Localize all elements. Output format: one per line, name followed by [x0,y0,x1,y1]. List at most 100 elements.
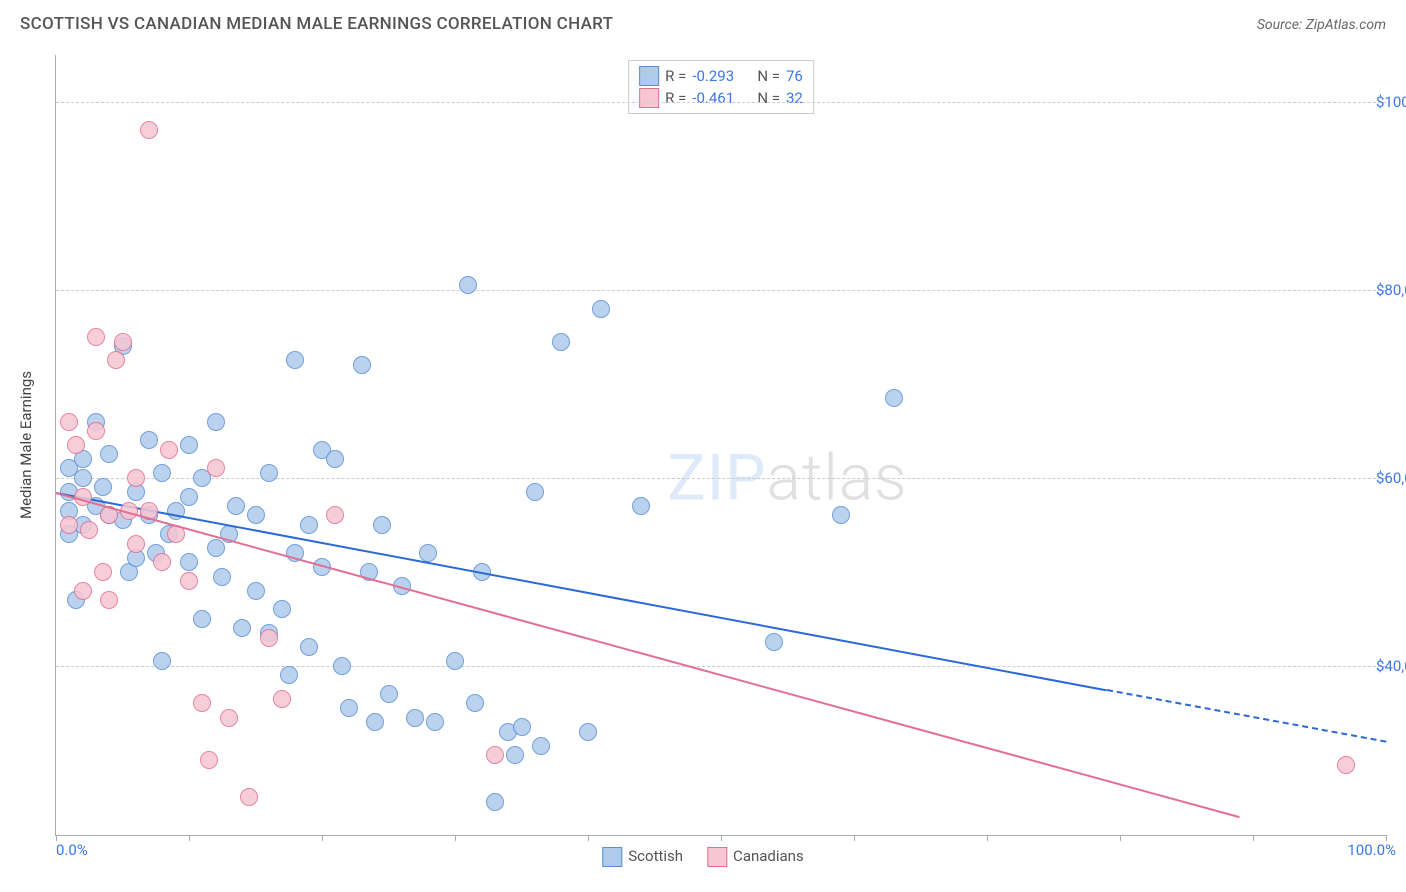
y-tick-label: $60,000 [1376,469,1406,487]
data-point [74,469,92,487]
data-point [765,633,783,651]
legend-swatch [639,88,659,108]
chart-title: SCOTTISH VS CANADIAN MEDIAN MALE EARNING… [20,14,613,34]
data-point [300,638,318,656]
data-point [333,657,351,675]
data-point [373,516,391,534]
legend-row: R = -0.461 N = 32 [639,87,803,109]
data-point [466,694,484,712]
x-tick [189,835,190,841]
data-point [60,516,78,534]
source-label: Source: ZipAtlas.com [1257,17,1386,33]
data-point [579,723,597,741]
x-tick [455,835,456,841]
data-point [506,746,524,764]
legend-item: Scottish [602,847,683,867]
data-point [60,413,78,431]
data-point [80,521,98,539]
data-point [87,422,105,440]
trend-line [56,492,1107,691]
trend-line [1107,689,1387,743]
data-point [326,450,344,468]
data-point [532,737,550,755]
data-point [227,497,245,515]
data-point [486,793,504,811]
data-point [107,351,125,369]
data-point [207,539,225,557]
data-point [353,356,371,374]
legend-swatch [602,847,622,867]
data-point [153,652,171,670]
data-point [300,516,318,534]
data-point [100,445,118,463]
legend-swatch [707,847,727,867]
data-point [193,610,211,628]
data-point [180,572,198,590]
y-tick-label: $80,000 [1376,281,1406,299]
data-point [127,469,145,487]
x-tick [721,835,722,841]
data-point [247,506,265,524]
scatter-chart: Median Male Earnings R = -0.293 N = 76 R… [55,55,1386,836]
data-point [273,600,291,618]
data-point [140,121,158,139]
data-point [380,685,398,703]
data-point [366,713,384,731]
data-point [153,553,171,571]
data-point [114,333,132,351]
legend-correlation: R = -0.293 N = 76 R = -0.461 N = 32 [628,60,814,114]
y-tick-label: $100,000 [1376,93,1406,111]
y-axis-title: Median Male Earnings [17,371,35,519]
data-point [87,328,105,346]
data-point [180,553,198,571]
data-point [94,478,112,496]
data-point [67,436,85,454]
legend-r-value: -0.461 [692,87,734,109]
data-point [160,441,178,459]
legend-r-label: R = [665,87,686,109]
x-tick [588,835,589,841]
data-point [632,497,650,515]
gridline [56,478,1386,479]
data-point [1337,756,1355,774]
data-point [207,413,225,431]
x-tick [322,835,323,841]
legend-swatch [639,66,659,86]
x-tick [1120,835,1121,841]
data-point [552,333,570,351]
data-point [207,459,225,477]
data-point [526,483,544,501]
x-tick [987,835,988,841]
data-point [459,276,477,294]
legend-n-value: 32 [786,87,803,109]
data-point [247,582,265,600]
data-point [832,506,850,524]
data-point [200,751,218,769]
gridline [56,290,1386,291]
data-point [180,436,198,454]
data-point [74,582,92,600]
data-point [419,544,437,562]
data-point [326,506,344,524]
gridline [56,102,1386,103]
legend-n-label: N = [757,87,780,109]
data-point [220,709,238,727]
data-point [406,709,424,727]
data-point [486,746,504,764]
legend-label: Scottish [628,847,683,865]
y-tick-label: $40,000 [1376,657,1406,675]
data-point [592,300,610,318]
legend-r-label: R = [665,65,686,87]
legend-label: Canadians [733,847,804,865]
data-point [94,563,112,581]
data-point [513,718,531,736]
x-max-label: 100.0% [1347,841,1396,859]
legend-item: Canadians [707,847,804,867]
header: SCOTTISH VS CANADIAN MEDIAN MALE EARNING… [20,14,1386,34]
data-point [193,694,211,712]
data-point [340,699,358,717]
gridline [56,666,1386,667]
data-point [260,464,278,482]
x-tick [1253,835,1254,841]
legend-series: Scottish Canadians [602,847,803,867]
